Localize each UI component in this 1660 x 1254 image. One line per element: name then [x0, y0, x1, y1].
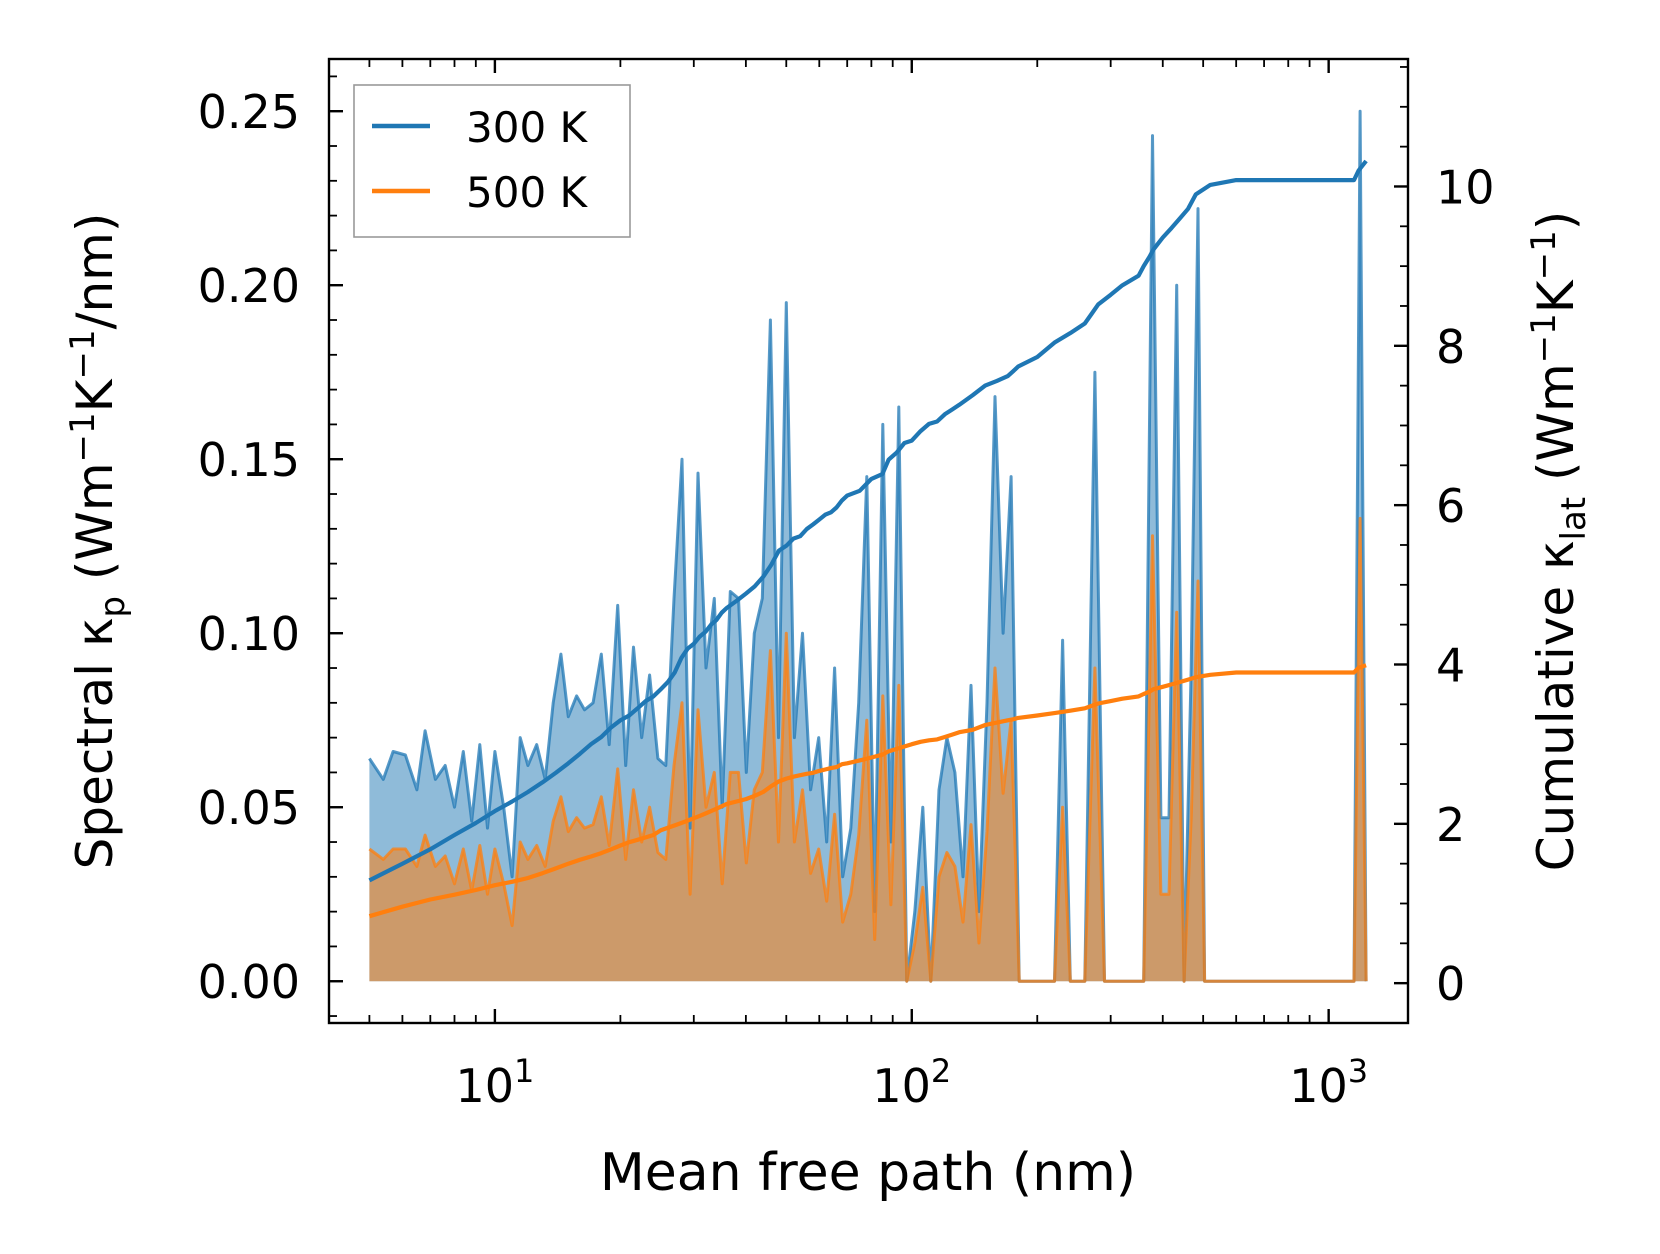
y-right-tick-label: 10	[1436, 160, 1495, 214]
y-left-tick-label: 0.15	[198, 433, 300, 487]
x-tick-label: 102	[872, 1052, 951, 1113]
y-right-tick-label: 8	[1436, 320, 1465, 374]
x-tick-label: 103	[1289, 1052, 1368, 1113]
legend-label-300k: 300 K	[466, 103, 589, 152]
y-left-tick-label: 0.20	[198, 259, 300, 313]
axis-ticks	[328, 59, 1408, 1023]
legend: 300 K 500 K	[353, 84, 631, 238]
y-right-tick-label: 2	[1436, 798, 1465, 852]
spectral-line-500k	[368, 516, 1368, 983]
y-left-tick-label: 0.00	[198, 955, 300, 1009]
spectral-line-300k	[368, 109, 1368, 983]
series-lines	[368, 109, 1368, 983]
y-left-tick-label: 0.05	[198, 781, 300, 835]
tick-labels: 101 102 103 0.00 0.05 0.10 0.15 0.20 0.25 0 2 4 6 8 10	[198, 85, 1495, 1113]
plot-frame	[327, 57, 1410, 1025]
x-axis-label: Mean free path (nm)	[600, 1143, 1136, 1203]
legend-label-500k: 500 K	[466, 168, 589, 217]
y-left-tick-label: 0.10	[198, 607, 300, 661]
y-axis-label-left: Spectral κp (Wm−1K−1/nm)	[63, 213, 133, 870]
y-axis-label-right: Cumulative κlat (Wm−1K−1)	[1524, 211, 1594, 871]
y-right-tick-label: 6	[1436, 479, 1465, 533]
cumulative-line-500k	[368, 663, 1367, 919]
legend-frame	[353, 84, 631, 238]
cumulative-line-300k	[368, 159, 1368, 883]
x-tick-label: 101	[455, 1052, 534, 1113]
y-right-tick-label: 0	[1436, 957, 1465, 1011]
y-right-tick-label: 4	[1436, 638, 1465, 692]
y-left-tick-label: 0.25	[198, 85, 300, 139]
